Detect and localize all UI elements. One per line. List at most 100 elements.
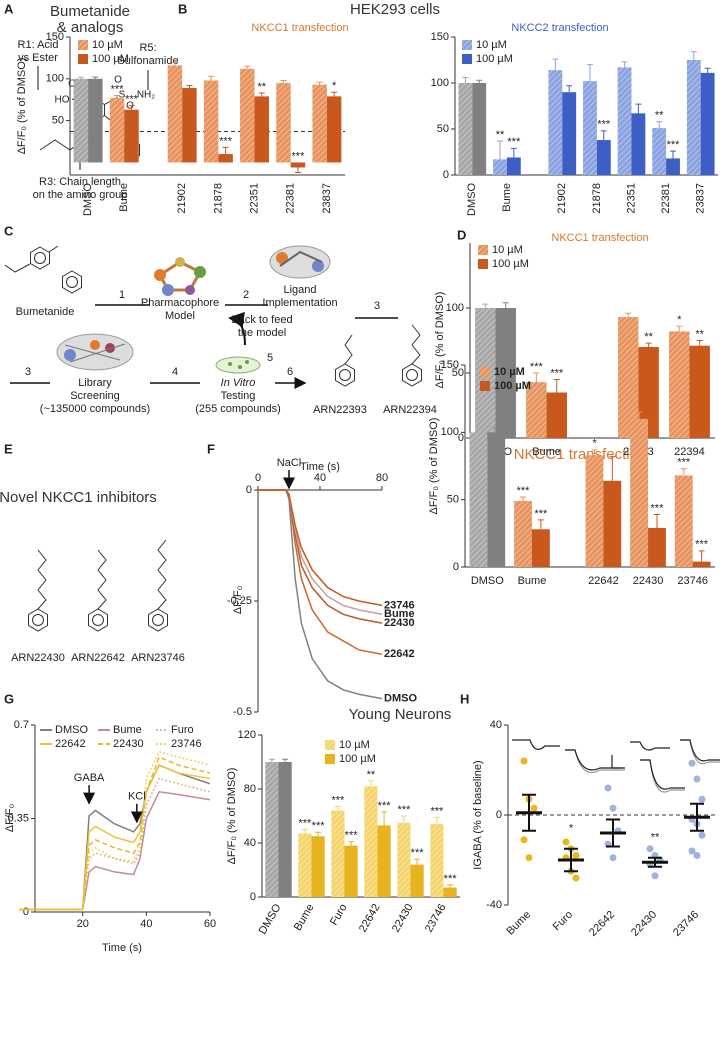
significance: *** [534, 508, 548, 520]
error-bar [645, 342, 652, 347]
error-bar [656, 121, 663, 129]
panel-label: C [4, 223, 14, 238]
bar-hatch [617, 67, 632, 175]
trace-label: 22430 [384, 617, 415, 629]
x-tick-label: 21878 [591, 183, 603, 214]
bar [182, 88, 197, 163]
petri-dish [215, 356, 261, 374]
significance: * [332, 80, 337, 92]
significance: *** [530, 361, 544, 373]
x-tick-label: 21902 [556, 183, 568, 214]
panel-label: E [4, 441, 13, 456]
bar-hatch [364, 786, 378, 897]
bar [495, 308, 516, 438]
x-tick-label: DMSO [471, 575, 504, 587]
significance: *** [667, 139, 681, 151]
x-tick-label: 22351 [248, 183, 260, 214]
compound-name: ARN22393 [313, 404, 367, 416]
data-point [698, 831, 706, 839]
bar-hatch [276, 83, 291, 163]
error-bar [282, 758, 289, 762]
x-tick-label: 40 [314, 472, 326, 484]
ring [402, 363, 422, 387]
legend-label: 22430 [113, 738, 144, 750]
significance: *** [517, 485, 531, 497]
y-axis-label: ΔF/F₀ (% of DMSO) [226, 768, 238, 865]
chart-title: NKCC1 transfection [251, 22, 348, 34]
data-point [609, 854, 617, 862]
ring [28, 608, 48, 632]
bar [631, 113, 646, 175]
trace [258, 489, 383, 624]
legend-label: 10 µM [92, 39, 123, 51]
y-tick-label: 50 [447, 494, 459, 506]
significance: *** [677, 457, 691, 469]
bar-hatch [430, 824, 444, 897]
y-tick-label: 120 [238, 729, 256, 741]
label: In Vitro [221, 377, 256, 389]
label: Sulfonamide [117, 55, 178, 67]
y-tick-label: 0 [23, 906, 29, 918]
data-point [688, 759, 696, 767]
atom: NH₂ [137, 90, 155, 101]
current-traces [512, 739, 720, 793]
data-point [525, 854, 533, 862]
bar-hatch [686, 60, 701, 175]
x-tick-label: 22642 [588, 575, 619, 587]
bar-hatch [73, 78, 89, 163]
bar [254, 96, 270, 163]
error-bar [680, 468, 687, 476]
error-bar [381, 811, 388, 826]
legend-label: 100 µM [92, 53, 129, 65]
panel-label: H [460, 691, 469, 706]
data-point [572, 874, 580, 882]
atom: O [126, 101, 134, 112]
step: 3 [374, 300, 380, 312]
x-tick-label: Bume [532, 446, 561, 458]
library-screening [56, 333, 134, 371]
significance: ** [651, 832, 660, 844]
x-axis-label: Time (s) [300, 461, 340, 473]
trace-label: Bume [384, 608, 415, 620]
bar-hatch [265, 762, 279, 897]
legend-label: 10 µM [492, 244, 523, 256]
legend-label: 100 µM [339, 753, 376, 765]
significance: *** [298, 817, 312, 829]
y-tick-label: 0 [250, 891, 256, 903]
significance: *** [444, 873, 458, 885]
x-tick-label: DMSO [82, 183, 94, 216]
step: 2 [243, 289, 249, 301]
y-axis-label: ΔF/F₀ [232, 586, 244, 614]
legend-label: Bume [113, 724, 142, 736]
x-tick-label: Bume [501, 183, 513, 212]
error-bar [653, 513, 660, 528]
bar-hatch [298, 833, 312, 897]
error-bar [591, 449, 598, 456]
legend-label: Furo [171, 724, 194, 736]
panel-label: D [457, 227, 466, 242]
error-bar [92, 76, 99, 79]
error-bar [510, 147, 517, 158]
label: Implementation [262, 297, 337, 309]
bar [278, 762, 292, 897]
trace-label: DMSO [384, 693, 417, 705]
error-bar [552, 58, 559, 71]
bar-hatch [240, 68, 255, 163]
x-tick-label: DMSO [257, 902, 284, 937]
x-tick-label: 23746 [423, 902, 449, 934]
bar [472, 83, 487, 175]
chart-title: NKCC1 transfection [551, 232, 648, 244]
y-tick-label: 0.35 [8, 812, 29, 824]
error-bar [186, 85, 193, 89]
atom: O [114, 75, 122, 86]
step: 5 [267, 352, 273, 364]
annotation: NaCl [277, 457, 301, 469]
x-tick-label: Bume [504, 909, 533, 938]
significance: *** [507, 136, 521, 148]
annotation: KCl [128, 791, 146, 803]
error-bar [553, 379, 560, 393]
significance: *** [597, 119, 611, 131]
x-tick-label: Furo [328, 902, 350, 928]
bar-hatch [585, 455, 604, 567]
legend-swatch [78, 54, 88, 64]
